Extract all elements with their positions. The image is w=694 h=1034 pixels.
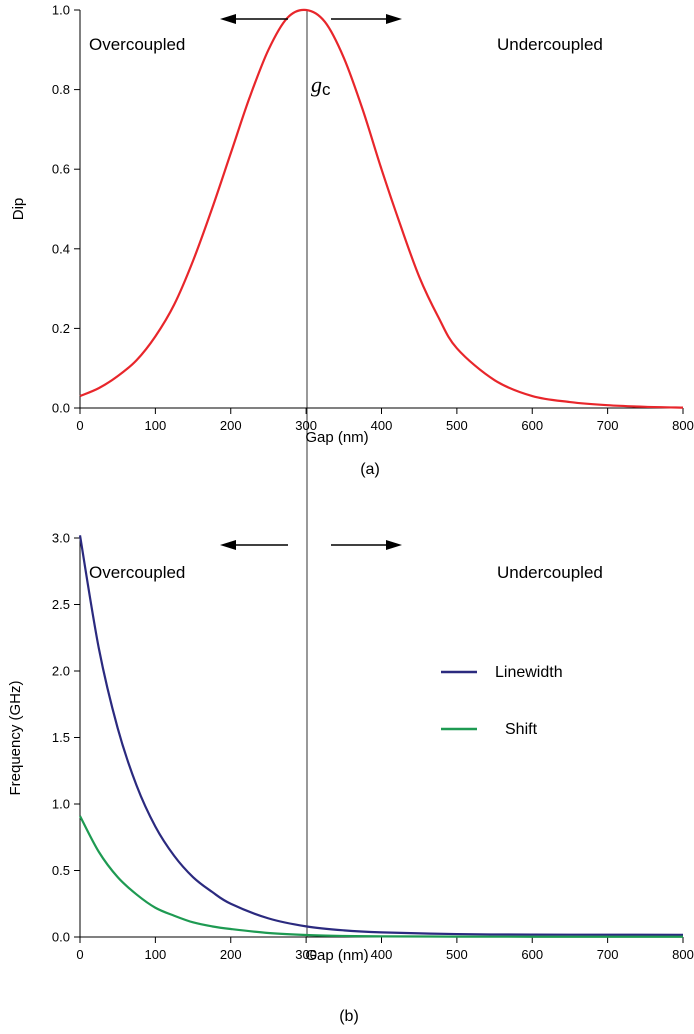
panel-b-x-tick-label-100: 100 <box>145 947 167 962</box>
legend-label-linewidth: Linewidth <box>495 664 563 681</box>
panel-b-x-tick-label-800: 800 <box>672 947 694 962</box>
panel-a-y-ticks: 0.0 0.2 0.4 0.6 0.8 1.0 <box>52 3 80 416</box>
critical-gap-symbol: g <box>311 72 322 97</box>
panel-a-x-tick-label-500: 500 <box>446 418 468 433</box>
panel-a-y-tick-label-5: 1.0 <box>52 3 70 18</box>
panel-b-y-tick-label-0: 0.0 <box>52 930 70 945</box>
panel-b-x-tick-label-700: 700 <box>597 947 619 962</box>
panel-b-y-tick-label-3: 1.5 <box>52 730 70 745</box>
panel-b-x-tick-label-0: 0 <box>76 947 83 962</box>
panel-a-y-tick-label-2: 0.4 <box>52 241 70 256</box>
panel-b-x-tick-label-400: 400 <box>371 947 393 962</box>
panel-a-overcoupled-label: Overcoupled <box>89 35 185 54</box>
panel-b-linewidth-curve <box>78 535 684 936</box>
panel-b-right-arrow <box>331 540 402 550</box>
panel-b-x-axis-title: Gap (nm) <box>305 947 368 964</box>
panel-a-x-tick-label-100: 100 <box>145 418 167 433</box>
panel-b-x-ticks: 0 100 200 300 400 500 600 700 800 <box>76 937 694 962</box>
panel-a-x-ticks: 0 100 200 300 400 500 600 700 800 <box>76 408 694 433</box>
panel-a-y-tick-label-3: 0.6 <box>52 162 70 177</box>
panel-a-x-tick-label-400: 400 <box>371 418 393 433</box>
panel-b-y-tick-label-5: 2.5 <box>52 597 70 612</box>
panel-a-x-tick-label-0: 0 <box>76 418 83 433</box>
panel-b-x-tick-label-500: 500 <box>446 947 468 962</box>
panel-b-y-tick-label-6: 3.0 <box>52 531 70 546</box>
panel-a-x-tick-label-600: 600 <box>521 418 543 433</box>
panel-b-y-tick-label-4: 2.0 <box>52 664 70 679</box>
panel-a-y-tick-label-1: 0.2 <box>52 321 70 336</box>
panel-a-x-tick-label-300: 300 <box>295 418 317 433</box>
panel-b-x-tick-label-600: 600 <box>521 947 543 962</box>
panel-b-x-tick-label-300: 300 <box>295 947 317 962</box>
panel-b-legend: Linewidth Shift <box>441 664 563 738</box>
panel-b-y-tick-label-1: 0.5 <box>52 863 70 878</box>
panel-a-right-arrow <box>331 14 402 24</box>
panel-a-caption: (a) <box>360 461 380 478</box>
panel-a-undercoupled-label: Undercoupled <box>497 35 603 54</box>
panel-b-left-arrow <box>220 540 288 550</box>
panel-b-y-ticks: 0.0 0.5 1.0 1.5 2.0 2.5 3.0 <box>52 531 80 945</box>
panel-a-x-axis-title: Gap (nm) <box>305 429 368 446</box>
panel-b-shift-curve <box>79 815 683 938</box>
panel-b-y-axis-title: Frequency (GHz) <box>7 680 24 795</box>
critical-gap-subscript: c <box>322 80 331 99</box>
panel-a-x-tick-label-200: 200 <box>220 418 242 433</box>
panel-a-y-axis-title: Dip <box>10 198 27 221</box>
panel-b-caption: (b) <box>339 1008 359 1025</box>
panel-b-y-tick-label-2: 1.0 <box>52 797 70 812</box>
panel-b-overcoupled-label: Overcoupled <box>89 563 185 582</box>
panel-a-y-tick-label-0: 0.0 <box>52 401 70 416</box>
critical-gap-label: gc <box>311 72 331 99</box>
panel-a-dip-curve <box>79 8 684 409</box>
panel-b-undercoupled-label: Undercoupled <box>497 563 603 582</box>
panel-a: 0 100 200 300 400 500 600 700 800 0.00.20.40.60.… <box>10 3 694 479</box>
legend-label-shift: Shift <box>505 721 538 738</box>
panel-a-x-tick-label-700: 700 <box>597 418 619 433</box>
panel-b: 0 100 200 300 400 500 600 700 800 0.0 0.5 1.0 1.5 2.… <box>7 531 694 1026</box>
panel-a-x-tick-label-800: 800 <box>672 418 694 433</box>
panel-a-left-arrow <box>220 14 288 24</box>
panel-b-x-tick-label-200: 200 <box>220 947 242 962</box>
panel-a-y-tick-label-4: 0.8 <box>52 82 70 97</box>
